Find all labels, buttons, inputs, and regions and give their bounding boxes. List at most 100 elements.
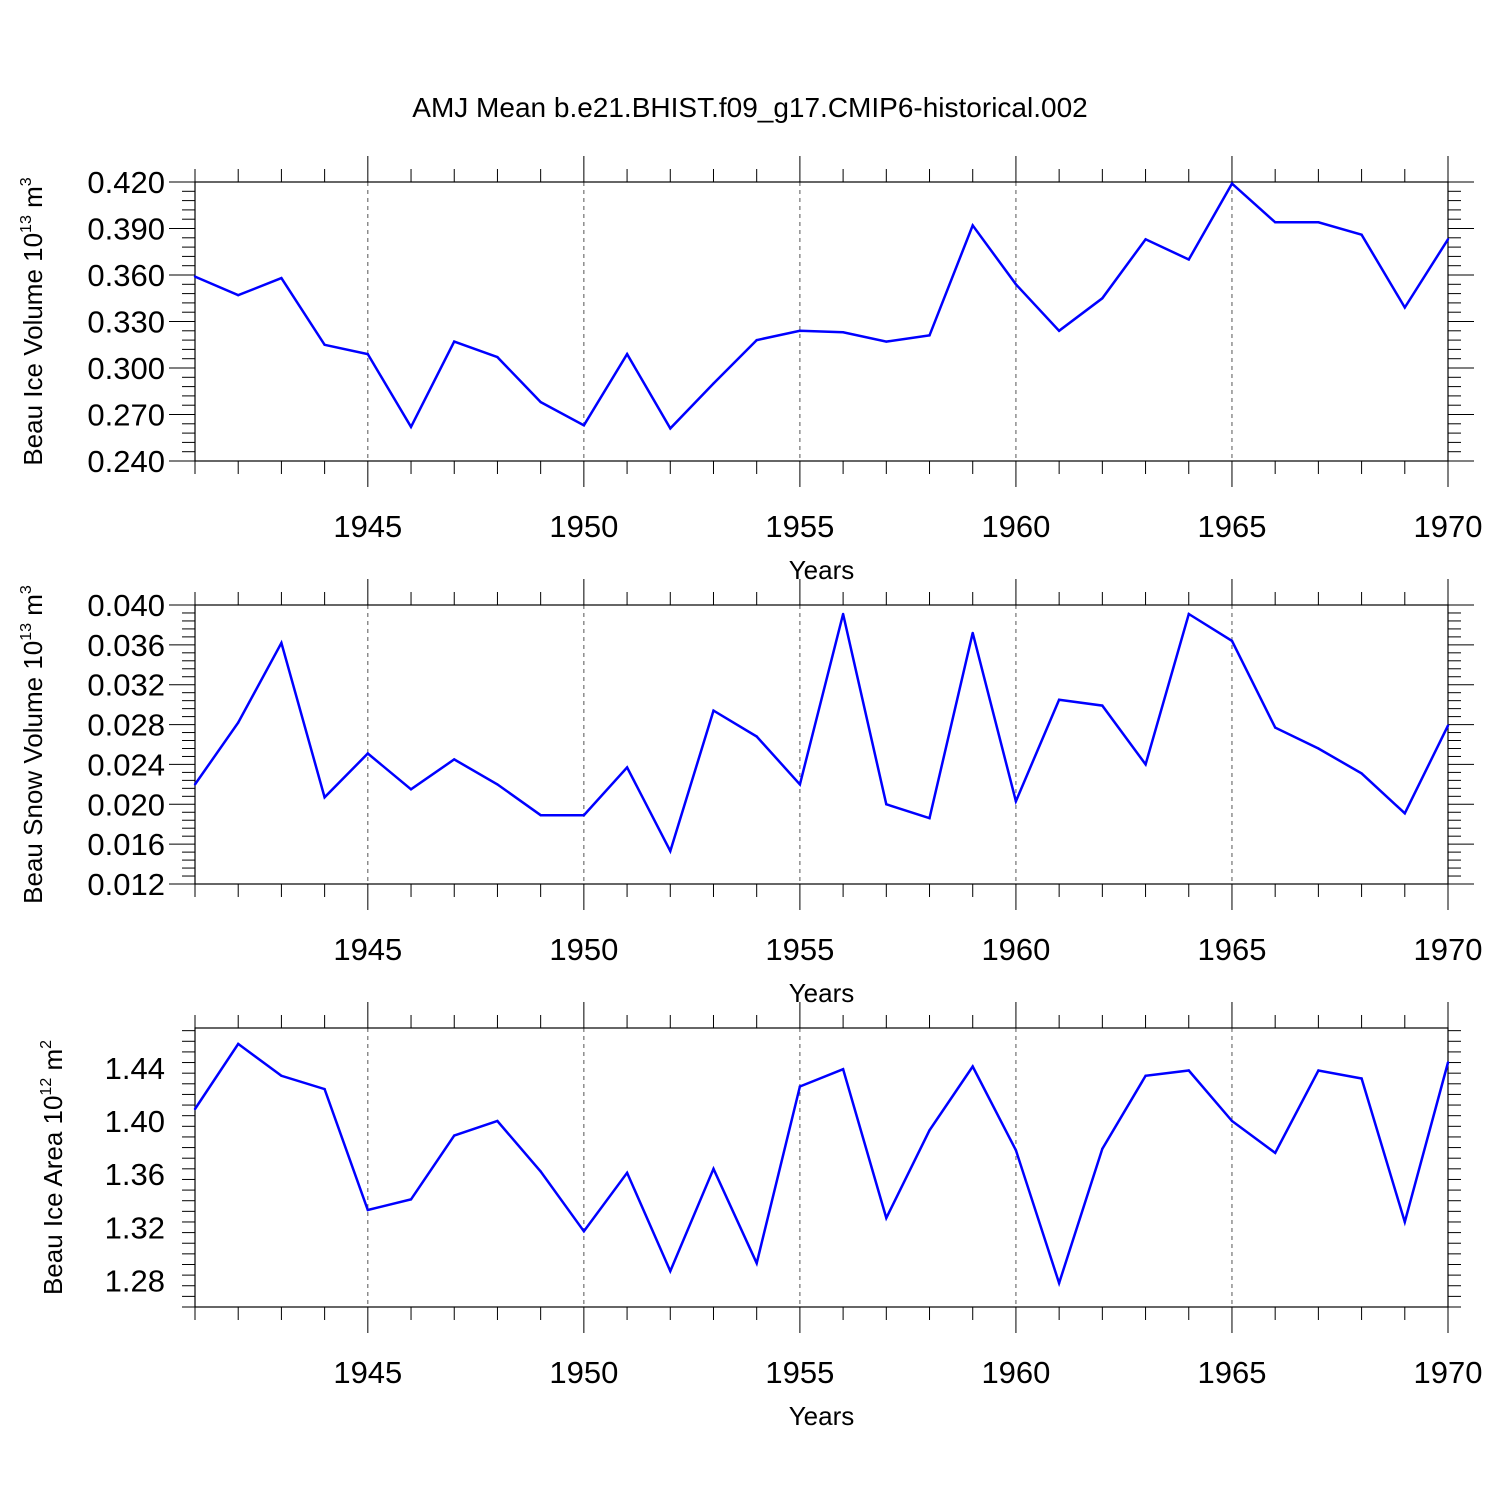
data-point-1958 [928,334,931,337]
data-point-1952 [669,1269,672,1273]
y-tick-label-0.240: 0.240 [87,444,165,479]
data-point-1950 [582,814,586,817]
data-point-1946 [409,425,413,429]
y-tick-label-1.32: 1.32 [105,1210,165,1245]
x-tick-label-1965: 1965 [1197,932,1266,967]
data-point-1948 [496,783,499,786]
data-point-1970 [1446,238,1450,241]
data-point-1956 [841,1068,845,1071]
x-tick-label-1960: 1960 [981,1355,1050,1390]
y-tick-label-1.28: 1.28 [105,1263,165,1298]
x-tick-label-1950: 1950 [549,932,618,967]
data-point-1962 [1101,704,1104,707]
data-point-1952 [669,849,672,853]
data-point-1970 [1446,1061,1450,1064]
data-point-1953 [712,709,715,712]
data-point-1963 [1144,238,1147,241]
y-axis-label: Beau Ice Area 1012 m2 [38,1040,68,1295]
y-tick-label-0.036: 0.036 [87,628,165,663]
data-point-1958 [928,817,931,820]
data-point-1947 [453,340,456,343]
data-point-1955 [798,1085,802,1088]
x-tick-label-1960: 1960 [981,932,1050,967]
y-tick-label-0.270: 0.270 [87,398,165,433]
data-point-1957 [885,340,888,343]
data-point-1964 [1187,612,1191,616]
data-point-1962 [1101,297,1104,300]
data-point-1968 [1360,772,1363,775]
data-point-1955 [798,783,802,786]
data-point-1970 [1446,724,1450,727]
data-point-1943 [280,641,283,645]
data-point-1965 [1230,639,1234,643]
data-point-1945 [366,352,369,356]
y-tick-label-0.032: 0.032 [87,668,165,703]
data-point-1952 [669,427,672,430]
data-point-1964 [1187,1069,1191,1072]
y-tick-label-0.020: 0.020 [87,787,165,822]
data-point-1943 [280,1074,283,1078]
y-tick-label-1.44: 1.44 [105,1051,165,1086]
data-point-1945 [366,1208,369,1212]
x-tick-label-1970: 1970 [1414,932,1483,967]
y-tick-label-0.028: 0.028 [87,708,165,743]
panel-ice-volume: 1945 1950 1955 1960 1965 1970 Years 0.240 0.270 0… [18,156,1482,585]
data-point-1943 [280,276,283,280]
data-point-1947 [453,1134,456,1137]
y-axis-label: Beau Snow Volume 1013 m3 [18,585,48,904]
x-axis-label: Years [789,1401,855,1431]
data-point-1947 [453,758,456,761]
x-tick-label-1945: 1945 [333,509,402,544]
x-tick-label-1955: 1955 [765,1355,834,1390]
data-point-1948 [496,1119,499,1123]
plot-frame [194,1027,1449,1308]
x-tick-label-1950: 1950 [549,1355,618,1390]
data-point-1966 [1274,1151,1277,1155]
y-tick-label-0.330: 0.330 [87,305,165,340]
data-point-1949 [539,1170,542,1173]
data-point-1953 [712,382,715,385]
data-point-1959 [971,1065,974,1068]
data-point-1944 [323,796,326,799]
data-point-1965 [1230,1119,1234,1123]
data-point-1969 [1403,1220,1407,1224]
data-point-1963 [1144,1074,1147,1078]
data-point-1968 [1360,1077,1363,1080]
data-point-1951 [625,766,629,769]
x-tick-label-1945: 1945 [333,1355,402,1390]
y-tick-label-1.36: 1.36 [105,1157,165,1192]
data-point-1966 [1274,726,1277,729]
data-point-1962 [1101,1147,1104,1151]
data-point-1949 [539,400,542,404]
data-point-1957 [885,1216,888,1220]
data-point-1959 [971,224,974,227]
data-point-1944 [323,343,326,346]
y-tick-label-0.040: 0.040 [87,588,165,623]
data-point-1946 [409,1198,413,1201]
data-point-1958 [928,1129,931,1132]
y-tick-label-0.420: 0.420 [87,165,165,200]
data-point-1948 [496,355,499,359]
data-point-1961 [1057,698,1061,701]
x-tick-label-1955: 1955 [765,932,834,967]
data-point-1942 [237,294,240,297]
x-tick-label-1955: 1955 [765,509,834,544]
x-axis-label: Years [789,555,855,585]
x-tick-label-1965: 1965 [1197,1355,1266,1390]
data-point-1956 [841,331,845,334]
data-point-1968 [1360,233,1363,236]
data-point-1959 [971,631,974,635]
plot-frame [194,604,1449,885]
data-point-1954 [755,1262,758,1265]
data-point-1950 [582,424,586,427]
x-tick-label-1950: 1950 [549,509,618,544]
data-point-1942 [237,721,240,724]
data-point-1969 [1403,812,1407,815]
data-point-1965 [1230,182,1234,185]
x-axis-label: Years [789,978,855,1008]
y-axis-label: Beau Ice Volume 1013 m3 [18,177,48,465]
data-point-1955 [798,329,802,332]
x-tick-label-1970: 1970 [1414,509,1483,544]
data-point-1954 [755,338,758,342]
